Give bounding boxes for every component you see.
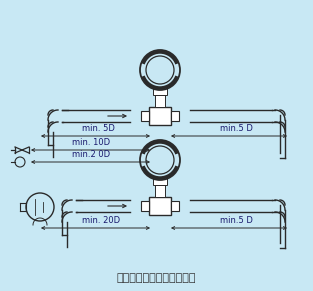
- Bar: [155, 95, 165, 107]
- Text: min. 10D: min. 10D: [72, 138, 110, 147]
- Circle shape: [15, 157, 25, 167]
- Bar: [149, 107, 171, 125]
- Bar: [171, 111, 179, 121]
- Circle shape: [140, 140, 180, 180]
- Text: min. 5D: min. 5D: [82, 124, 115, 133]
- Bar: [149, 197, 171, 215]
- Circle shape: [146, 146, 174, 174]
- Bar: [141, 201, 149, 211]
- Circle shape: [146, 56, 174, 84]
- Text: 弯管、阀门和泵之间的安装: 弯管、阀门和泵之间的安装: [117, 273, 196, 283]
- Circle shape: [26, 193, 54, 221]
- Bar: [153, 88, 167, 95]
- Text: min. 20D: min. 20D: [82, 216, 120, 225]
- Bar: [153, 178, 167, 185]
- Bar: [141, 111, 149, 121]
- Text: min.5 D: min.5 D: [220, 216, 253, 225]
- Bar: [155, 185, 165, 197]
- Circle shape: [140, 50, 180, 90]
- Text: min.2 0D: min.2 0D: [72, 150, 110, 159]
- Text: min.5 D: min.5 D: [220, 124, 253, 133]
- Bar: [171, 201, 179, 211]
